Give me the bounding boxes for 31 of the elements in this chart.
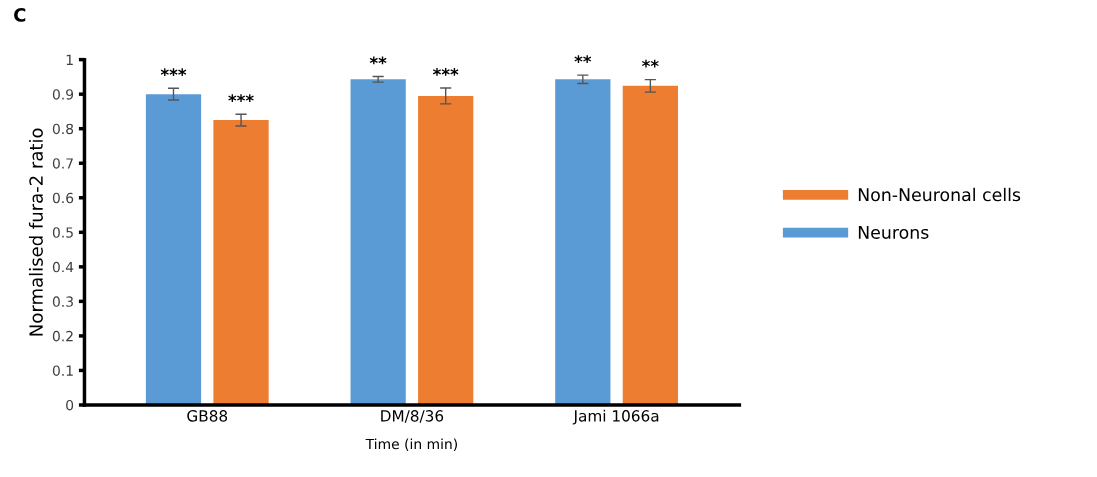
- data-label: ***: [228, 94, 254, 102]
- x-axis-title: Time (in min): [365, 438, 457, 451]
- y-tick-label: 0.8: [52, 123, 74, 135]
- chart-title: C: [14, 8, 26, 22]
- data-label: **: [641, 59, 659, 68]
- bar: [145, 94, 202, 405]
- data-label: ***: [432, 67, 459, 76]
- y-tick-label: 0.1: [52, 365, 73, 376]
- data-label: **: [369, 56, 387, 65]
- y-tick-label: 0.9: [52, 89, 74, 100]
- y-tick-label: 0.6: [52, 192, 74, 204]
- y-tick-label: 0.4: [52, 261, 74, 273]
- data-label: **: [574, 55, 592, 63]
- x-tick-label: Jami 1066a: [572, 409, 659, 425]
- legend-label: Neurons: [858, 225, 929, 239]
- bar: [555, 79, 611, 405]
- y-tick-label: 0.2: [52, 330, 73, 342]
- y-tick-label: 0.7: [52, 158, 73, 169]
- x-tick-label: GB88: [187, 410, 228, 422]
- bar: [350, 79, 406, 405]
- y-tick-label: 0: [66, 399, 74, 411]
- bar: [622, 85, 678, 405]
- x-tick-label: DM/8/36: [381, 410, 444, 423]
- bar: [418, 95, 474, 405]
- legend-label: Non-Neuronal cells: [858, 187, 1021, 202]
- y-tick-label: 0.3: [52, 296, 73, 307]
- y-tick-label: 0.5: [52, 227, 73, 238]
- data-label: ***: [160, 68, 187, 77]
- y-axis-title: Normalised fura-2 ratio: [28, 128, 43, 336]
- bar: [213, 120, 269, 405]
- y-tick-label: 1: [66, 54, 73, 65]
